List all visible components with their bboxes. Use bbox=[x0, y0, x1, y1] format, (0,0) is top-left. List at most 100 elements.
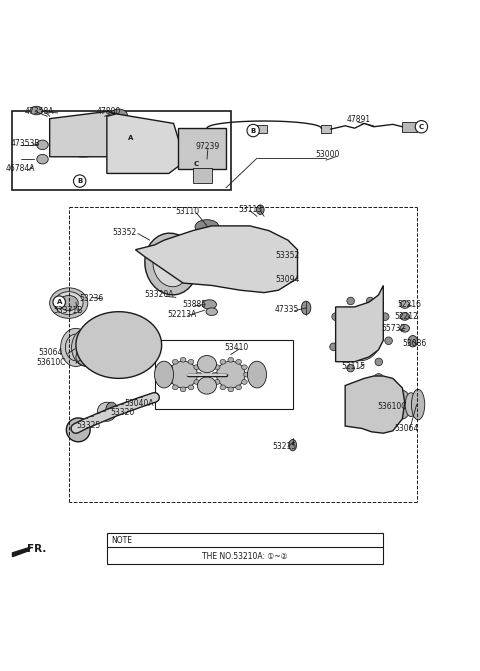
Ellipse shape bbox=[180, 130, 225, 166]
Ellipse shape bbox=[145, 233, 198, 295]
Ellipse shape bbox=[374, 374, 384, 383]
Ellipse shape bbox=[190, 158, 203, 170]
Text: 97239: 97239 bbox=[196, 142, 220, 151]
Text: 47335: 47335 bbox=[275, 305, 299, 314]
Ellipse shape bbox=[72, 328, 102, 366]
Ellipse shape bbox=[30, 106, 43, 115]
Text: 53000: 53000 bbox=[315, 150, 339, 160]
Ellipse shape bbox=[216, 361, 245, 388]
Ellipse shape bbox=[53, 296, 65, 309]
Ellipse shape bbox=[241, 365, 247, 370]
Ellipse shape bbox=[153, 242, 190, 287]
Text: B: B bbox=[251, 127, 256, 134]
Ellipse shape bbox=[241, 380, 247, 384]
Ellipse shape bbox=[206, 308, 217, 315]
Text: 53236: 53236 bbox=[79, 294, 103, 303]
Ellipse shape bbox=[400, 325, 409, 332]
Ellipse shape bbox=[394, 391, 411, 419]
Text: C: C bbox=[419, 123, 424, 130]
Ellipse shape bbox=[347, 364, 354, 372]
Ellipse shape bbox=[49, 288, 88, 318]
Ellipse shape bbox=[93, 359, 101, 365]
Text: 47800: 47800 bbox=[97, 107, 121, 116]
Ellipse shape bbox=[195, 219, 219, 234]
Ellipse shape bbox=[248, 361, 266, 388]
Polygon shape bbox=[76, 312, 162, 378]
Text: C: C bbox=[194, 161, 199, 167]
Ellipse shape bbox=[194, 365, 200, 370]
Polygon shape bbox=[192, 168, 212, 183]
Text: 47353B: 47353B bbox=[10, 139, 40, 148]
Polygon shape bbox=[12, 547, 31, 557]
Text: B: B bbox=[77, 178, 82, 184]
Ellipse shape bbox=[167, 365, 172, 370]
Text: 53410: 53410 bbox=[224, 343, 249, 352]
Ellipse shape bbox=[180, 358, 186, 362]
Ellipse shape bbox=[137, 359, 144, 365]
Ellipse shape bbox=[256, 205, 264, 215]
Ellipse shape bbox=[97, 402, 116, 421]
Bar bbox=[155, 340, 293, 409]
Text: 47358A: 47358A bbox=[24, 107, 54, 116]
Ellipse shape bbox=[375, 358, 383, 366]
Ellipse shape bbox=[60, 328, 91, 366]
Text: FR.: FR. bbox=[27, 544, 46, 554]
Ellipse shape bbox=[236, 360, 241, 364]
Ellipse shape bbox=[188, 360, 194, 364]
Text: 52216: 52216 bbox=[397, 300, 421, 309]
Ellipse shape bbox=[214, 380, 220, 384]
Ellipse shape bbox=[202, 300, 216, 309]
Ellipse shape bbox=[382, 313, 389, 321]
Ellipse shape bbox=[194, 380, 200, 384]
Polygon shape bbox=[345, 376, 405, 433]
Ellipse shape bbox=[54, 119, 112, 157]
Ellipse shape bbox=[95, 327, 143, 363]
Ellipse shape bbox=[228, 358, 234, 362]
Ellipse shape bbox=[408, 336, 418, 347]
Ellipse shape bbox=[84, 342, 92, 348]
Ellipse shape bbox=[330, 343, 337, 350]
Polygon shape bbox=[135, 226, 298, 293]
Text: 53885: 53885 bbox=[182, 300, 206, 309]
Ellipse shape bbox=[353, 392, 363, 401]
Ellipse shape bbox=[188, 385, 194, 390]
Polygon shape bbox=[49, 111, 135, 157]
Ellipse shape bbox=[250, 238, 293, 291]
Ellipse shape bbox=[137, 325, 144, 331]
Ellipse shape bbox=[165, 372, 170, 377]
Ellipse shape bbox=[400, 313, 409, 320]
Ellipse shape bbox=[155, 361, 174, 388]
Ellipse shape bbox=[415, 121, 428, 133]
Bar bbox=[402, 122, 417, 132]
Ellipse shape bbox=[212, 372, 218, 377]
Ellipse shape bbox=[54, 292, 83, 315]
Polygon shape bbox=[107, 114, 183, 173]
Polygon shape bbox=[336, 285, 384, 362]
Ellipse shape bbox=[236, 385, 241, 390]
Ellipse shape bbox=[115, 318, 122, 324]
Ellipse shape bbox=[220, 360, 226, 364]
Ellipse shape bbox=[93, 325, 101, 331]
Bar bbox=[12, 111, 231, 190]
Ellipse shape bbox=[405, 393, 417, 417]
Text: 53086: 53086 bbox=[402, 339, 426, 348]
Text: 55732: 55732 bbox=[382, 324, 406, 333]
Text: 53371B: 53371B bbox=[53, 306, 83, 315]
Text: 53064: 53064 bbox=[394, 424, 419, 433]
Ellipse shape bbox=[124, 132, 137, 144]
Ellipse shape bbox=[220, 385, 226, 390]
Text: 53113: 53113 bbox=[239, 205, 263, 213]
Ellipse shape bbox=[394, 392, 404, 402]
Bar bbox=[321, 125, 331, 134]
Text: 53352: 53352 bbox=[275, 252, 299, 260]
Text: A: A bbox=[57, 299, 62, 305]
Ellipse shape bbox=[361, 378, 371, 388]
Text: 53215: 53215 bbox=[272, 442, 296, 450]
Ellipse shape bbox=[66, 418, 90, 442]
Text: 52213A: 52213A bbox=[168, 310, 197, 319]
Ellipse shape bbox=[73, 175, 86, 187]
Ellipse shape bbox=[289, 440, 297, 451]
Ellipse shape bbox=[37, 140, 48, 150]
Text: 53325: 53325 bbox=[77, 421, 101, 429]
Ellipse shape bbox=[366, 297, 374, 305]
